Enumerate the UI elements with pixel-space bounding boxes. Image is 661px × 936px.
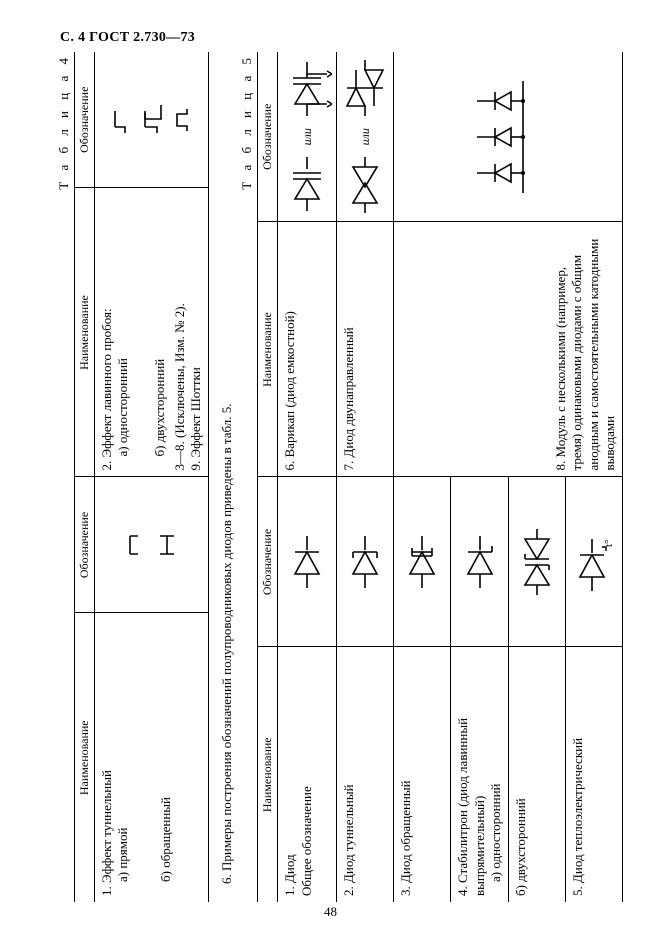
col-name-left: Наименование <box>258 647 278 902</box>
t4-right-sym <box>95 52 209 188</box>
sym-varicap2-icon <box>282 60 332 118</box>
table4: Наименование Обозначение Наименование Об… <box>74 52 209 902</box>
col-sym-left: Обозначение <box>258 477 278 647</box>
sym-reversed-diode-icon <box>402 532 442 592</box>
col-sym-right: Обозначение <box>258 52 278 222</box>
t4-l-r2: б) обращенный <box>158 620 174 883</box>
t4-l-r1a: а) прямой <box>115 620 131 883</box>
sym-schottky-icon <box>173 105 193 135</box>
table5-caption: Т а б л и ц а 5 <box>239 54 255 902</box>
page: С. 4 ГОСТ 2.730—73 Т а б л и ц а 4 Наиме… <box>0 0 661 936</box>
page-header: С. 4 ГОСТ 2.730—73 <box>60 30 195 46</box>
t5-l-r1a: 1. Диод <box>282 654 298 897</box>
sym-avalanche-two-icon <box>141 105 163 135</box>
t5-l-r5: б) двухсторонний <box>509 647 566 902</box>
t4-right-name: 2. Эффект лавинного пробоя: а) односторо… <box>95 188 209 477</box>
sym-thermo-diode-icon: t° <box>572 529 616 595</box>
t4-left-sym <box>95 477 209 613</box>
t5-l-r3: 3. Диод обращенный <box>394 647 451 902</box>
table5-head-row: Наименование Обозначение Наименование Об… <box>258 52 278 902</box>
t-degree-label: t° <box>603 540 615 547</box>
sym-bidir2-icon <box>341 58 389 118</box>
table4-head-row: Наименование Обозначение Наименование Об… <box>75 52 95 902</box>
col-sym-right: Обозначение <box>75 52 95 188</box>
ili-label: или <box>300 128 315 145</box>
t4-r-r1: 2. Эффект лавинного пробоя: <box>99 195 115 471</box>
mid-paragraph: 6. Примеры построения обозначений полупр… <box>219 52 235 884</box>
t5-row1: 1. Диод Общее обозначение 6. Варикап (ди… <box>278 52 337 902</box>
t5-l-r4a: 4. Стабилитрон (диод лавинный выпрямител… <box>455 654 488 897</box>
t4-left-name: 1. Эффект туннельный а) прямой б) обраще… <box>95 613 209 902</box>
t5-row2: 2. Диод туннельный 7. Диод двунаправленн… <box>337 52 394 902</box>
rotated-content: Т а б л и ц а 4 Наименование Обозначение… <box>56 52 628 902</box>
sym-tunnel-direct-icon <box>127 530 147 560</box>
col-name-right: Наименование <box>258 222 278 477</box>
sym-tunnel-reverse-icon <box>157 530 177 560</box>
table4-row: 1. Эффект туннельный а) прямой б) обраще… <box>95 52 209 902</box>
t5-l-r4b: а) односторонний <box>488 654 504 883</box>
table4-caption: Т а б л и ц а 4 <box>56 54 72 902</box>
t4-r-r1a: а) односторонний <box>115 195 131 457</box>
col-name-left: Наименование <box>75 613 95 902</box>
t5-l-r2: 2. Диод туннельный <box>337 647 394 902</box>
t5-r-r1: 6. Варикап (диод емкостной) <box>278 222 337 477</box>
t5-r-r2: 7. Диод двунаправленный <box>337 222 394 477</box>
sym-diode-icon <box>287 532 327 592</box>
sym-tunnel-diode-icon <box>345 532 385 592</box>
page-number: 48 <box>0 904 661 920</box>
t5-row3: 3. Диод обращенный 8. Модуль с нескольки… <box>394 52 451 902</box>
t4-l-r1: 1. Эффект туннельный <box>99 620 115 897</box>
t5-l-r1b: Общее обозначение <box>299 654 315 897</box>
sym-varicap1-icon <box>286 155 328 213</box>
sym-avalanche-one-icon <box>111 105 131 135</box>
sym-zener-one-icon <box>460 532 500 592</box>
t5-r-r3: 8. Модуль с несколькими (например, тремя… <box>394 222 623 477</box>
t4-r-r4: 9. Эффект Шоттки <box>188 195 204 471</box>
t4-r-r3: 3—8. (Исключены, Изм. № 2). <box>172 195 188 471</box>
sym-module-icon <box>473 77 543 197</box>
t4-r-r2: б) двухсторонний <box>152 195 168 457</box>
col-name-right: Наименование <box>75 188 95 477</box>
sym-bidir1-icon <box>344 155 386 215</box>
t5-l-r6: 5. Диод теплоэлектрический <box>566 647 623 902</box>
table5: Наименование Обозначение Наименование Об… <box>257 52 623 902</box>
sym-zener-two-icon <box>517 527 557 597</box>
ili-label: или <box>358 128 373 145</box>
col-sym-left: Обозначение <box>75 477 95 613</box>
